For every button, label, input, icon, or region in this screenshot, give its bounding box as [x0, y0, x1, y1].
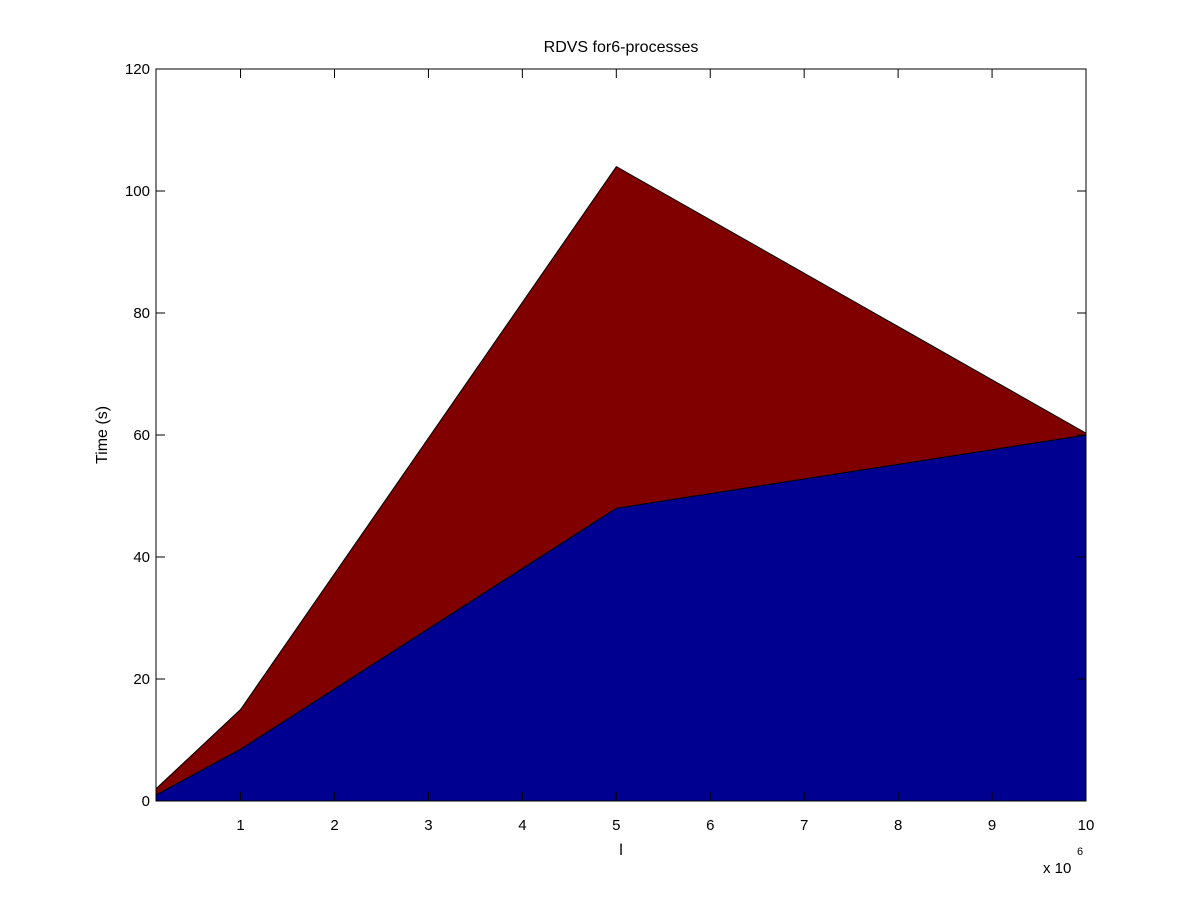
x-tick-label: 5	[612, 817, 620, 834]
y-tick-label: 120	[125, 61, 150, 78]
y-tick-label: 0	[142, 793, 150, 810]
y-tick-label: 80	[133, 305, 150, 322]
x-tick-label: 10	[1078, 817, 1095, 834]
y-tick-label: 20	[133, 671, 150, 688]
x-tick-label: 3	[424, 817, 432, 834]
x-axis-label: l	[619, 842, 623, 859]
y-tick-label: 100	[125, 183, 150, 200]
x-tick-label: 4	[518, 817, 526, 834]
chart-title: RDVS for6-processes	[544, 39, 699, 56]
y-tick-label: 60	[133, 427, 150, 444]
x-exponent-base: x 10	[1043, 860, 1071, 877]
x-tick-label: 9	[988, 817, 996, 834]
areas-layer	[155, 166, 1087, 802]
x-tick-label: 6	[706, 817, 714, 834]
x-tick-label: 1	[236, 817, 244, 834]
x-tick-label: 7	[800, 817, 808, 834]
x-tick-label: 8	[894, 817, 902, 834]
y-axis-label: Time (s)	[94, 406, 111, 464]
x-exponent-power: 6	[1077, 846, 1083, 858]
x-tick-label: 2	[330, 817, 338, 834]
y-tick-label: 40	[133, 549, 150, 566]
